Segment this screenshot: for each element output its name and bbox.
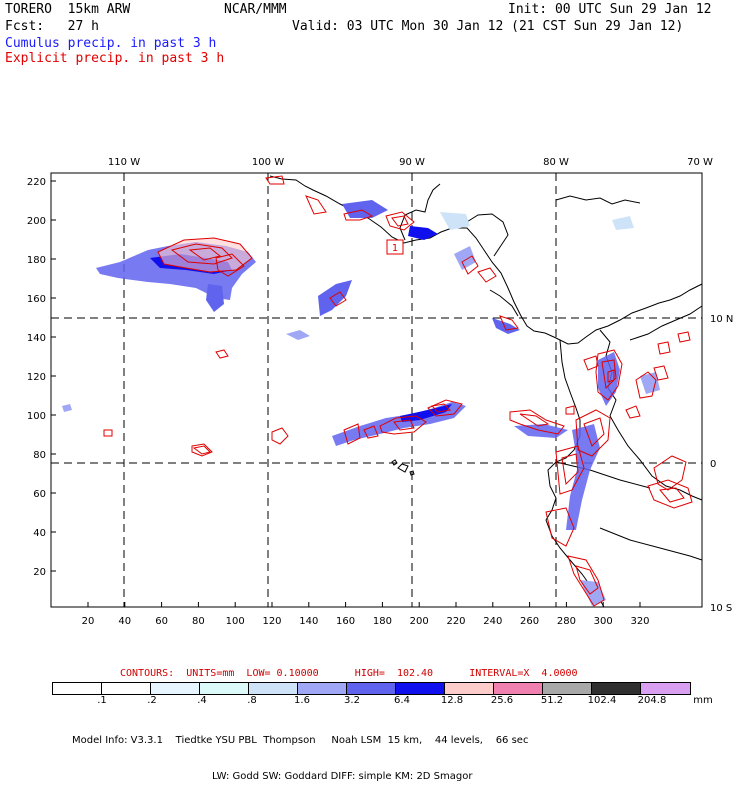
lon-label: 100 W	[252, 157, 284, 168]
y-tick-label: 20	[33, 567, 46, 578]
x-tick-label: 220	[446, 616, 465, 627]
galapagos-island-2	[391, 459, 398, 466]
colorbar-cell	[592, 683, 641, 694]
lat-lon-grid	[51, 173, 702, 607]
forecast-hour: Fcst: 27 h	[5, 19, 99, 34]
colorbar-cell	[200, 683, 249, 694]
lon-label: 80 W	[543, 157, 569, 168]
colorbar-cell	[151, 683, 200, 694]
x-tick-label: 300	[594, 616, 613, 627]
x-grid-ticks: 20 40 60 80 100 120 140 160 180 200 220 240 260 280 30…	[82, 602, 650, 627]
lon-label: 90 W	[399, 157, 425, 168]
colorbar-label: .4	[197, 695, 207, 706]
colorbar-cell	[347, 683, 396, 694]
colorbar-cell	[298, 683, 347, 694]
colorbar-label: 12.8	[440, 695, 464, 706]
lon-label: 110 W	[108, 157, 140, 168]
venezuela-border	[629, 305, 703, 341]
explicit-precip	[103, 175, 693, 607]
latitude-labels: 10 N 0 10 S	[710, 314, 733, 614]
map-frame	[50, 172, 703, 608]
colorbar-cell	[396, 683, 445, 694]
galapagos-island-1	[397, 463, 409, 473]
x-tick-label: 320	[630, 616, 649, 627]
colorbar-cell	[249, 683, 298, 694]
honduras-coast	[461, 213, 509, 257]
colorbar-label: 6.4	[394, 695, 410, 706]
x-tick-label: 280	[557, 616, 576, 627]
colorbar-label: 204.8	[637, 695, 667, 706]
model-info-line-2: LW: Godd SW: Goddard DIFF: simple KM: 2D…	[212, 771, 473, 782]
longitude-labels: 110 W 100 W 90 W 80 W 70 W	[108, 157, 713, 168]
y-tick-label: 140	[27, 333, 46, 344]
y-tick-label: 40	[33, 528, 46, 539]
x-tick-label: 80	[192, 616, 205, 627]
init-time: Init: 00 UTC Sun 29 Jan 12	[508, 2, 712, 17]
lon-label: 70 W	[687, 157, 713, 168]
colorbar	[52, 682, 691, 695]
colorbar-label: 3.2	[344, 695, 360, 706]
x-tick-label: 260	[520, 616, 539, 627]
peru-brazil-border	[599, 527, 703, 561]
colorbar-label: .2	[147, 695, 157, 706]
colorbar-label: 25.6	[490, 695, 514, 706]
ecuador-peru-border	[555, 461, 651, 489]
y-tick-label: 200	[27, 216, 46, 227]
colorbar-label: mm	[693, 695, 713, 706]
center-name: NCAR/MMM	[224, 2, 287, 17]
cuba-coast	[555, 195, 641, 205]
y-grid-ticks: 220 200 180 160 140 120 100 80 60 40 20	[27, 177, 56, 578]
y-tick-label: 180	[27, 255, 46, 266]
x-tick-label: 60	[155, 616, 168, 627]
model-name: TORERO 15km ARW	[5, 2, 131, 17]
x-tick-label: 240	[483, 616, 502, 627]
x-tick-label: 200	[410, 616, 429, 627]
x-tick-label: 20	[82, 616, 95, 627]
colorbar-label: 1.6	[294, 695, 310, 706]
x-tick-label: 100	[226, 616, 245, 627]
max-marker-label: 1	[392, 243, 398, 254]
colorbar-label: 51.2	[540, 695, 564, 706]
y-tick-label: 120	[27, 372, 46, 383]
y-tick-label: 220	[27, 177, 46, 188]
y-tick-label: 100	[27, 411, 46, 422]
y-tick-label: 60	[33, 489, 46, 500]
colorbar-cell	[102, 683, 151, 694]
galapagos-island-3	[409, 470, 415, 476]
model-info-line-1: Model Info: V3.3.1 Tiedtke YSU PBL Thomp…	[72, 735, 529, 746]
y-tick-label: 80	[33, 450, 46, 461]
colorbar-label: 102.4	[587, 695, 617, 706]
colorbar-cell	[494, 683, 543, 694]
colorbar-labels: .1 .2 .4 .8 1.6 3.2 6.4 12.8 25.6 51.2 102.4 204.8 m…	[0, 695, 740, 707]
colorbar-cell	[641, 683, 690, 694]
lat-label: 10 N	[710, 314, 733, 325]
y-tick-label: 160	[27, 294, 46, 305]
lat-label: 0	[710, 459, 716, 470]
colorbar-label: .1	[97, 695, 107, 706]
x-tick-label: 160	[336, 616, 355, 627]
explicit-title: Explicit precip. in past 3 h	[5, 51, 225, 66]
x-tick-label: 140	[299, 616, 318, 627]
cumulus-title: Cumulus precip. in past 3 h	[5, 36, 217, 51]
colorbar-label: .8	[247, 695, 257, 706]
contour-info: CONTOURS: UNITS=mm LOW= 0.10000 HIGH= 10…	[120, 668, 578, 679]
valid-time: Valid: 03 UTC Mon 30 Jan 12 (21 CST Sun …	[292, 19, 684, 34]
x-tick-label: 180	[373, 616, 392, 627]
max-marker	[386, 239, 404, 255]
lat-label: 10 S	[710, 603, 732, 614]
x-tick-label: 120	[262, 616, 281, 627]
model-info: Model Info: V3.3.1 Tiedtke YSU PBL Thomp…	[72, 711, 528, 795]
colorbar-cell	[445, 683, 494, 694]
colorbar-cell	[53, 683, 102, 694]
costa-rica-coast	[489, 289, 519, 317]
x-tick-label: 40	[118, 616, 131, 627]
colorbar-cell	[543, 683, 592, 694]
